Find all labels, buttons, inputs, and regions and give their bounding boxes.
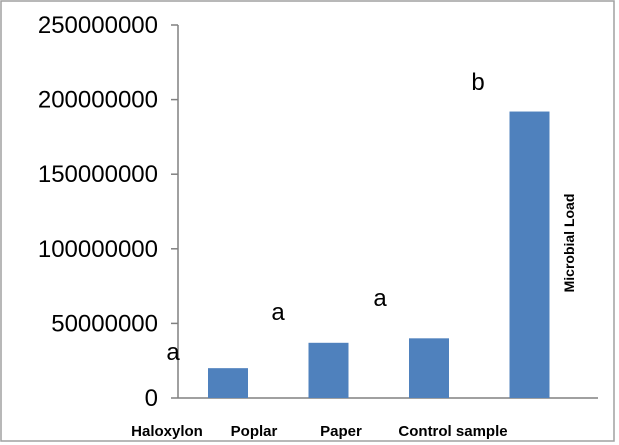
y-tick-label: 150000000 (38, 161, 158, 188)
bar-control-sample (509, 111, 550, 398)
bar-paper (409, 338, 449, 398)
x-category-label: Haloxylon (131, 423, 203, 440)
annotation-letter: a (271, 299, 285, 326)
y-axis-ticks: 0 50000000 100000000 150000000 200000000 2500… (38, 12, 178, 412)
y-tick-label: 0 (145, 385, 158, 412)
y-tick-label: 100000000 (38, 236, 158, 263)
significance-annotations: a a a b (166, 69, 484, 366)
x-category-label: Control sample (398, 423, 507, 440)
y-tick-label: 250000000 (38, 12, 158, 39)
annotation-letter: b (471, 69, 484, 96)
series-labels: Microbial Load (561, 194, 577, 293)
annotation-letter: a (373, 285, 387, 312)
x-axis-labels: Haloxylon Poplar Paper Control sample (131, 423, 507, 440)
series-name-label: Microbial Load (561, 194, 577, 293)
bar-haloxylon (208, 368, 248, 398)
x-category-label: Poplar (231, 423, 278, 440)
annotation-letter: a (166, 339, 180, 366)
y-tick-label: 50000000 (51, 310, 158, 337)
x-category-label: Paper (320, 423, 362, 440)
y-tick-label: 200000000 (38, 87, 158, 114)
bar-poplar (308, 342, 349, 398)
bars-group (208, 111, 550, 398)
